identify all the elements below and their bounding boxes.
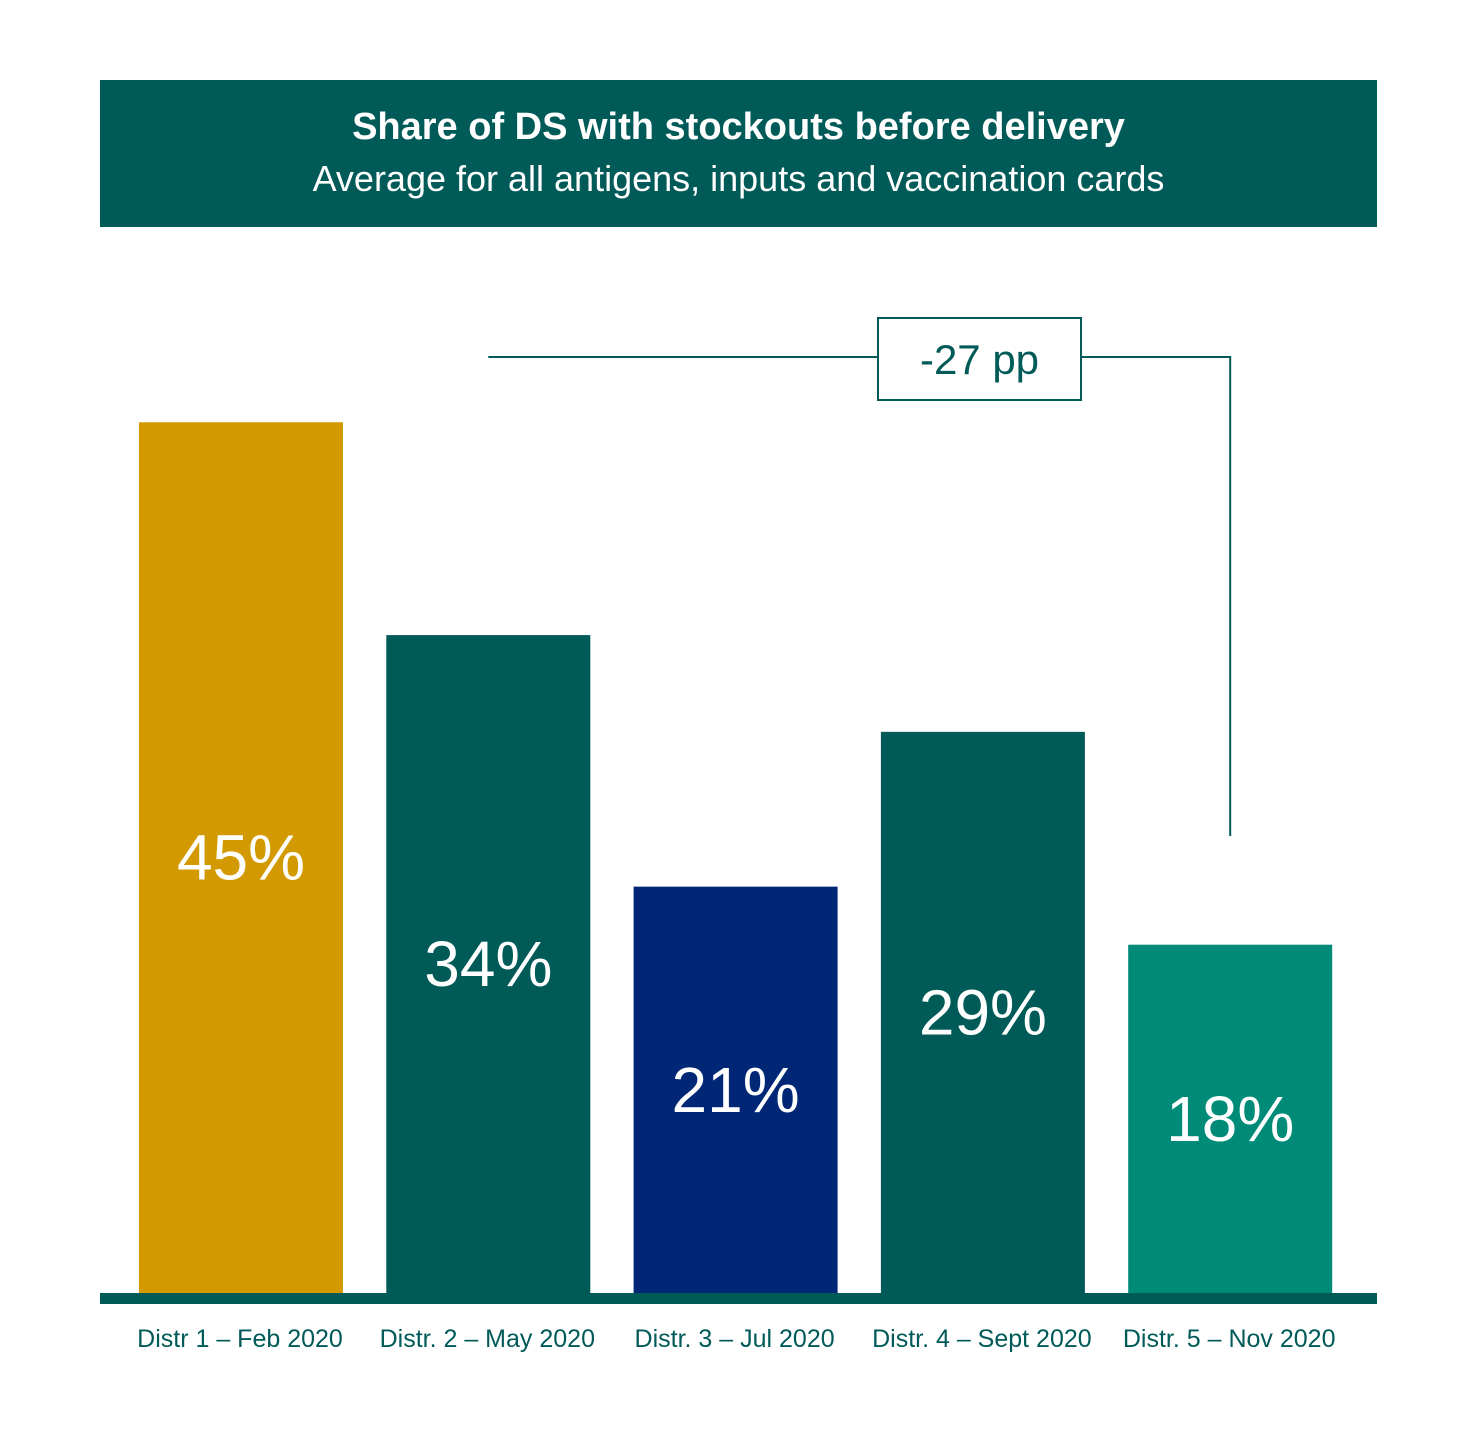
bar-1 bbox=[139, 422, 343, 1293]
bar-3 bbox=[633, 886, 838, 1293]
title-banner: Share of DS with stockouts before delive… bbox=[100, 80, 1377, 227]
annotation-label: -27 pp bbox=[920, 336, 1039, 383]
bar-4 bbox=[880, 731, 1085, 1293]
bar-value-label: 21% bbox=[672, 1054, 800, 1126]
bar-value-label: 29% bbox=[919, 976, 1047, 1048]
bar-value-label: 18% bbox=[1166, 1083, 1294, 1155]
x-tick-label: Distr. 5 – Nov 2020 bbox=[1123, 1325, 1336, 1353]
bar-value-label: 34% bbox=[424, 928, 552, 1000]
x-tick-label: Distr. 4 – Sept 2020 bbox=[872, 1325, 1092, 1353]
chart-subtitle: Average for all antigens, inputs and vac… bbox=[312, 158, 1165, 199]
x-axis-line bbox=[100, 1293, 1377, 1304]
bar-value-label: 45% bbox=[177, 822, 305, 894]
x-tick-label: Distr. 3 – Jul 2020 bbox=[635, 1325, 835, 1353]
x-tick-label: Distr 1 – Feb 2020 bbox=[137, 1325, 343, 1353]
annotation-box bbox=[877, 317, 1082, 401]
annotation-line-right bbox=[1081, 356, 1232, 836]
bar-2 bbox=[386, 635, 591, 1293]
x-tick-label: Distr. 2 – May 2020 bbox=[380, 1325, 595, 1353]
bar-5 bbox=[1128, 944, 1333, 1293]
chart-title: Share of DS with stockouts before delive… bbox=[352, 106, 1125, 148]
